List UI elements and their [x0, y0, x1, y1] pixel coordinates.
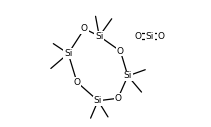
Text: O: O	[134, 32, 141, 41]
Text: O: O	[81, 24, 88, 33]
Text: Si: Si	[124, 71, 132, 80]
Text: Si: Si	[64, 49, 72, 58]
Text: O: O	[117, 47, 124, 56]
Text: Si: Si	[94, 96, 102, 105]
Text: O: O	[73, 78, 80, 87]
Text: O: O	[114, 94, 121, 103]
Text: O: O	[158, 32, 165, 41]
Text: Si: Si	[95, 32, 103, 41]
Text: Si: Si	[145, 32, 154, 41]
